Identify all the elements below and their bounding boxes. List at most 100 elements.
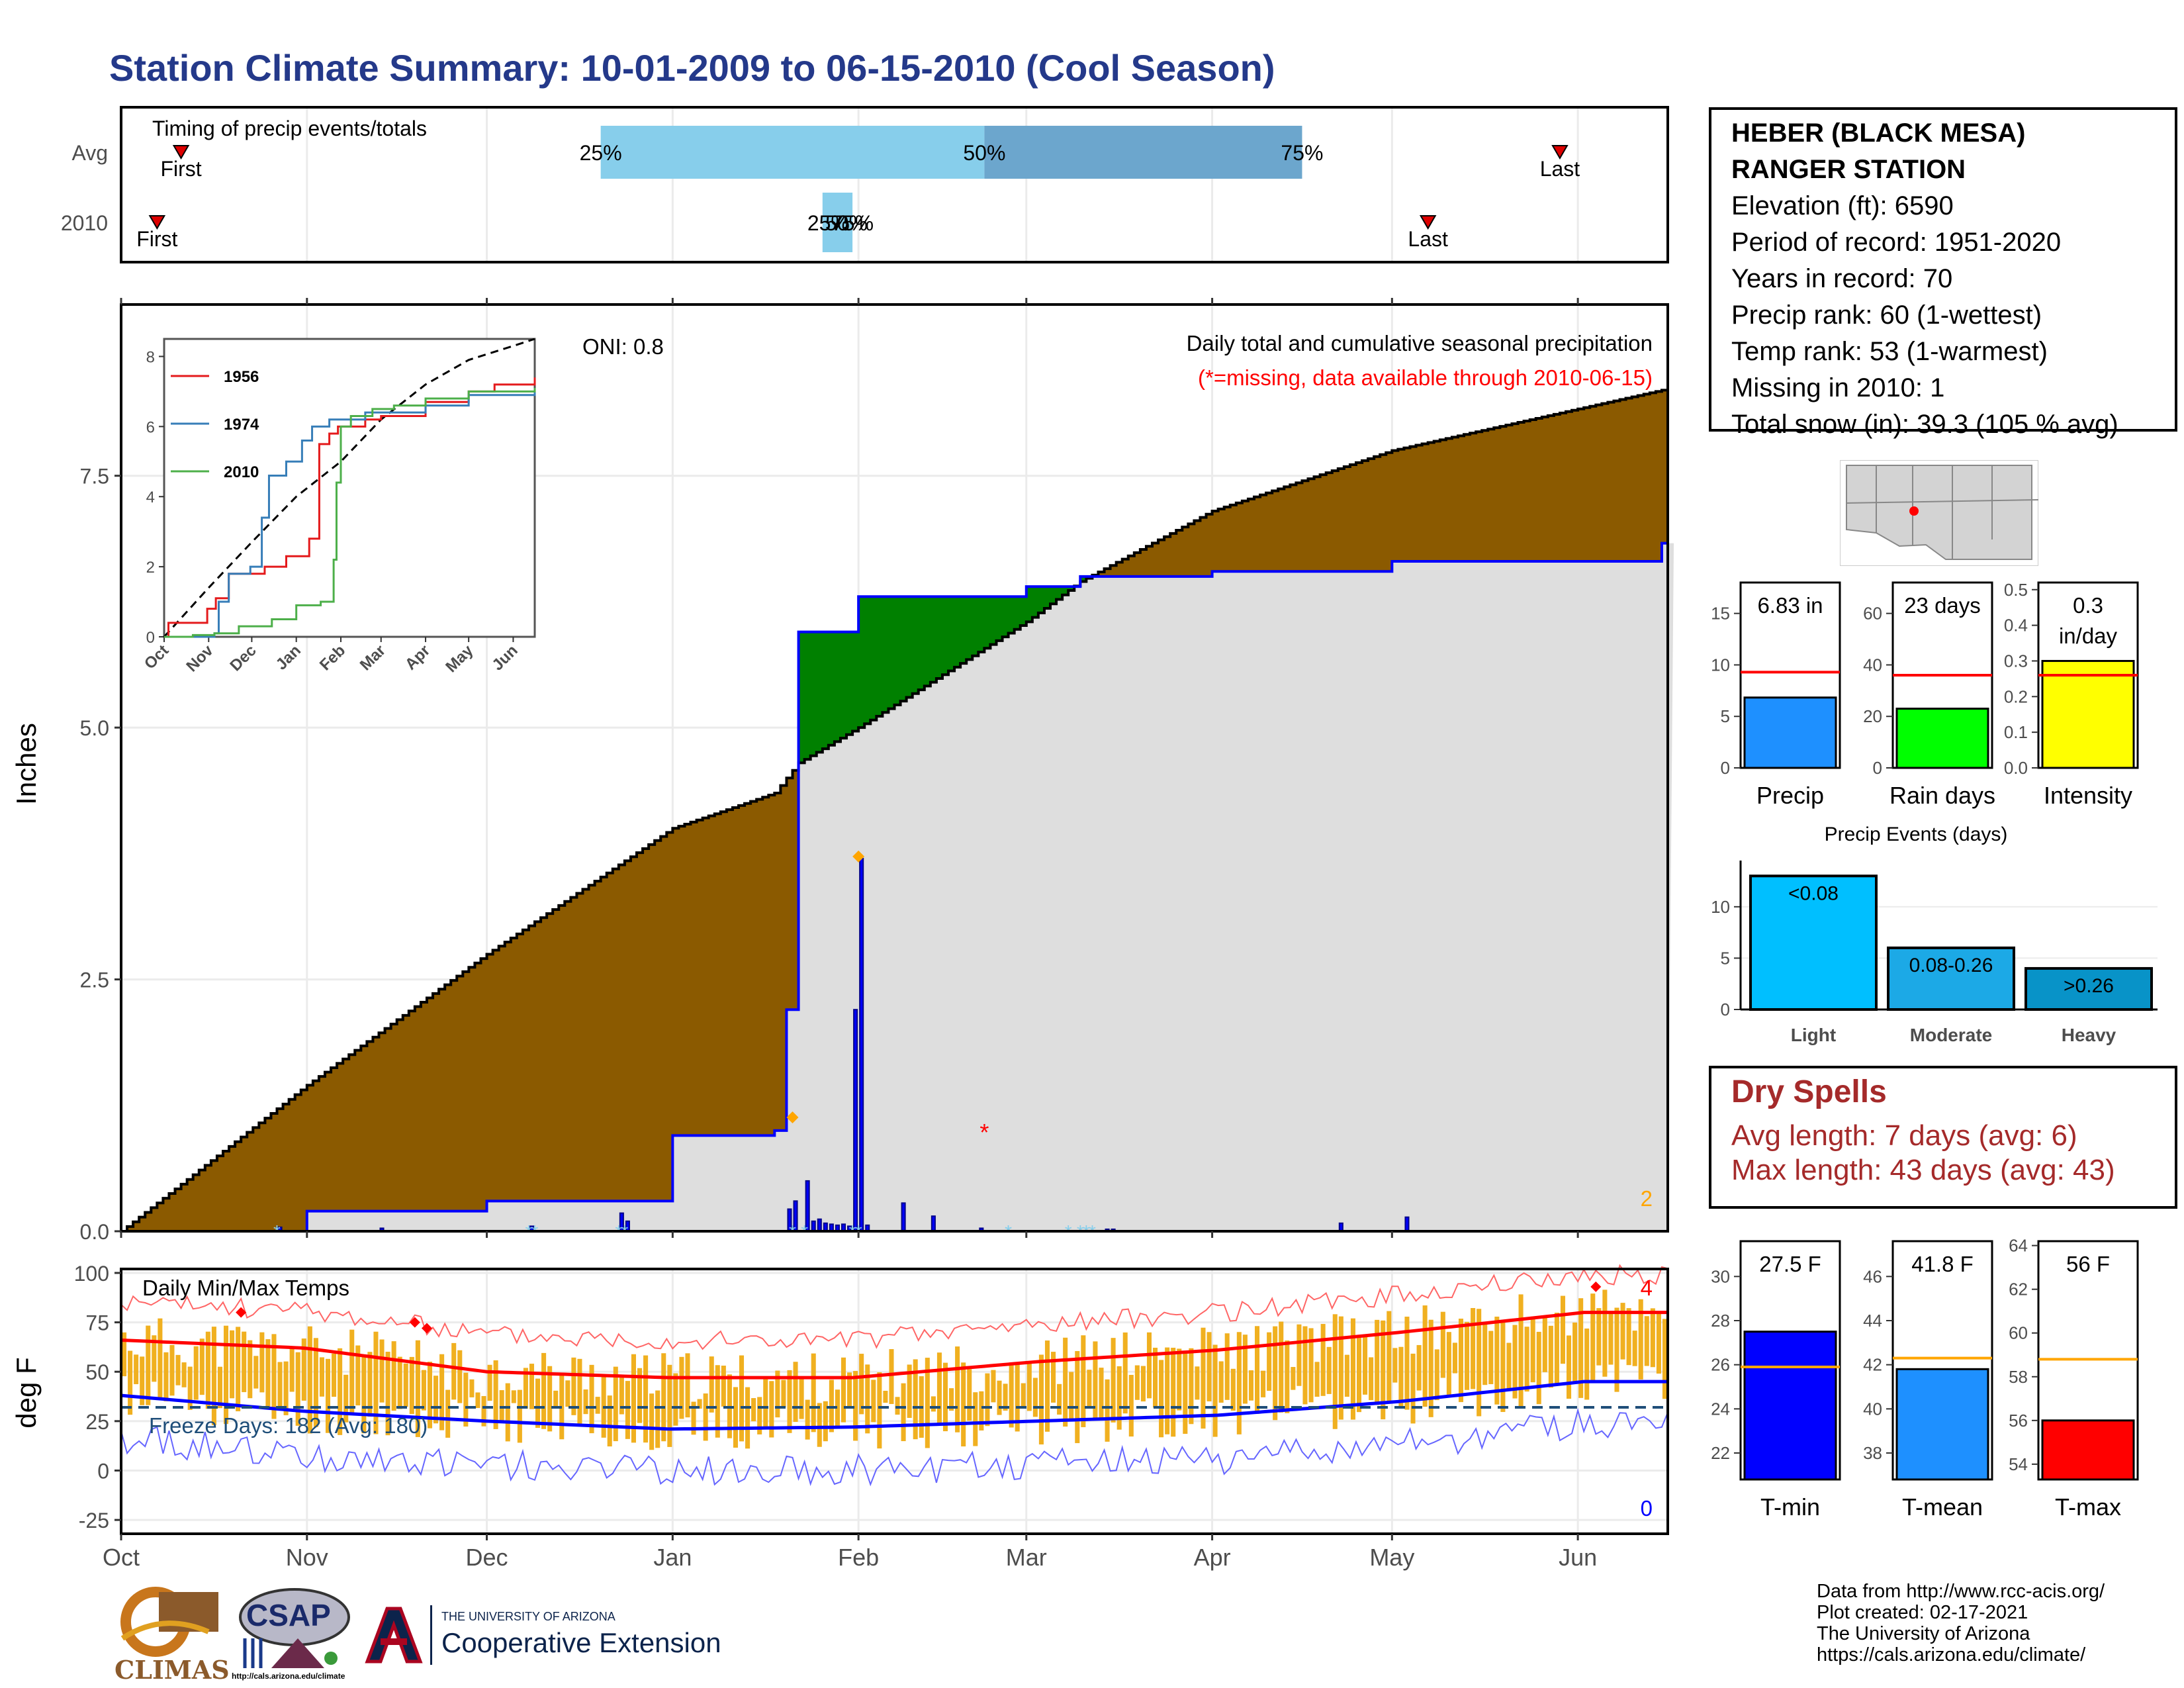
daily-temp-bar xyxy=(1608,1312,1614,1365)
daily-temp-bar xyxy=(1602,1289,1608,1377)
daily-temp-bar xyxy=(883,1391,888,1403)
daily-temp-bar xyxy=(325,1358,331,1433)
daily-temp-bar xyxy=(1093,1341,1098,1420)
ua-extension-name: Cooperative Extension xyxy=(441,1627,721,1658)
daily-temp-bar xyxy=(403,1363,408,1407)
csap-wordmark: CSAP xyxy=(246,1598,331,1632)
daily-temp-bar xyxy=(1044,1340,1050,1432)
daily-temp-bar xyxy=(1051,1352,1056,1403)
summary-intensity-unit: in/day xyxy=(2059,624,2118,648)
summary-precip-bar xyxy=(1743,696,1837,769)
daily-temp-bar xyxy=(781,1380,786,1407)
temp-ylabel: deg F xyxy=(11,1357,42,1429)
daily-temp-bar xyxy=(1111,1338,1116,1423)
summary-t-mean-tick-label: 42 xyxy=(1863,1355,1882,1375)
daily-temp-bar xyxy=(313,1338,318,1427)
daily-temp-bar xyxy=(936,1352,942,1425)
summary-precip-tick-label: 10 xyxy=(1711,655,1730,675)
summary-t-mean-label: T-mean xyxy=(1902,1493,1983,1521)
daily-temp-bar xyxy=(1218,1361,1224,1403)
daily-temp-bar xyxy=(1171,1347,1176,1437)
daily-temp-bar xyxy=(169,1344,175,1396)
daily-temp-bar xyxy=(128,1350,133,1415)
daily-temp-bar xyxy=(1015,1364,1020,1432)
timing-row-label-avg: Avg xyxy=(71,141,108,165)
daily-temp-bar xyxy=(1032,1378,1038,1417)
summary-intensity-bar xyxy=(2041,659,2135,769)
daily-temp-bar xyxy=(259,1332,265,1393)
daily-temp-bar xyxy=(1332,1314,1338,1429)
summary-rain-days-label: Rain days xyxy=(1889,782,1995,809)
daily-temp-bar xyxy=(199,1338,205,1395)
daily-temp-bar xyxy=(391,1341,396,1411)
daily-temp-bar xyxy=(1375,1319,1380,1405)
summary-precip-tick-label: 0 xyxy=(1721,758,1730,778)
summary-t-max-tick-label: 60 xyxy=(2009,1323,2028,1343)
daily-temp-bar xyxy=(679,1356,684,1419)
daily-temp-bar xyxy=(295,1352,300,1426)
daily-temp-bar xyxy=(1656,1313,1661,1374)
yr-cumulative-line xyxy=(121,541,1668,1233)
temp-title: Daily Min/Max Temps xyxy=(142,1276,349,1300)
temp-ytick-label: 100 xyxy=(74,1262,109,1286)
yr-last-marker xyxy=(1419,215,1437,230)
location-map xyxy=(1840,460,2038,566)
event-bar-moderate xyxy=(1887,946,2015,1011)
daily-temp-bar xyxy=(1057,1383,1062,1415)
month-xtick-label: Mar xyxy=(1006,1544,1047,1571)
daily-temp-bar xyxy=(493,1360,498,1429)
daily-temp-bar xyxy=(631,1354,636,1443)
daily-temp-bar xyxy=(811,1353,816,1432)
daily-temp-bar xyxy=(841,1357,846,1423)
daily-temp-bar xyxy=(793,1362,798,1422)
avg-q50-q75-bar xyxy=(984,126,1302,179)
missing-note: (*=missing, data available through 2010-… xyxy=(1198,365,1653,390)
avg-p25-label: 25% xyxy=(580,141,622,165)
month-xtick-label: Apr xyxy=(1194,1544,1231,1571)
summary-t-min-bar xyxy=(1743,1331,1837,1481)
avg-first-marker xyxy=(172,145,190,160)
yr-first-marker xyxy=(148,215,166,230)
summary-intensity-tick-label: 0.0 xyxy=(2004,758,2028,778)
daily-temp-bar xyxy=(1195,1366,1200,1400)
daily-precip-bar xyxy=(859,857,864,1232)
station-period: Period of record: 1951-2020 xyxy=(1731,228,2062,257)
event-bar-label: Light xyxy=(1791,1025,1836,1045)
daily-temp-bar xyxy=(1026,1361,1032,1411)
daily-temp-bar xyxy=(487,1364,492,1401)
daily-temp-bar xyxy=(619,1374,624,1415)
daily-temp-bar xyxy=(361,1356,367,1434)
station-temp-rank: Temp rank: 53 (1-warmest) xyxy=(1731,337,2048,366)
daily-temp-bar xyxy=(475,1392,480,1409)
temp-ytick-label: 75 xyxy=(85,1311,109,1335)
cumulative-base-area xyxy=(121,543,1674,1232)
daily-temp-bar xyxy=(469,1379,475,1397)
record-low-count: 0 xyxy=(1641,1496,1653,1521)
daily-temp-bar xyxy=(565,1380,570,1407)
daily-temp-bar xyxy=(805,1399,810,1440)
station-name-line2: RANGER STATION xyxy=(1731,155,1966,184)
daily-temp-bar xyxy=(1416,1344,1422,1391)
daily-temp-bar xyxy=(535,1378,541,1428)
temp-chart: -25 0 25 50 75 100 Oct Nov Dec Jan Feb Mar Apr May Jun… xyxy=(74,1262,1669,1571)
daily-temp-bar xyxy=(1632,1331,1637,1366)
daily-temp-bar xyxy=(1128,1374,1134,1437)
daily-temp-bar xyxy=(427,1362,433,1429)
daily-temp-bar xyxy=(655,1390,660,1448)
daily-temp-bar xyxy=(877,1372,882,1449)
summary-t-min-tick-label: 30 xyxy=(1711,1266,1730,1286)
daily-temp-bar xyxy=(1560,1295,1566,1364)
events-tick-label: 0 xyxy=(1721,1000,1730,1019)
daily-precip-bar xyxy=(901,1202,906,1233)
daily-precip-bar xyxy=(1404,1216,1410,1233)
daily-temp-bar xyxy=(1273,1326,1278,1421)
daily-temp-bar xyxy=(1105,1379,1110,1442)
daily-temp-bar xyxy=(481,1395,486,1427)
daily-temp-bar xyxy=(1626,1308,1631,1366)
timing-frame xyxy=(120,106,1669,263)
daily-temp-bar xyxy=(385,1352,390,1436)
daily-temp-bar xyxy=(1662,1319,1667,1399)
summary-rain-days-tick-label: 0 xyxy=(1873,758,1882,778)
daily-temp-bar xyxy=(907,1364,912,1418)
